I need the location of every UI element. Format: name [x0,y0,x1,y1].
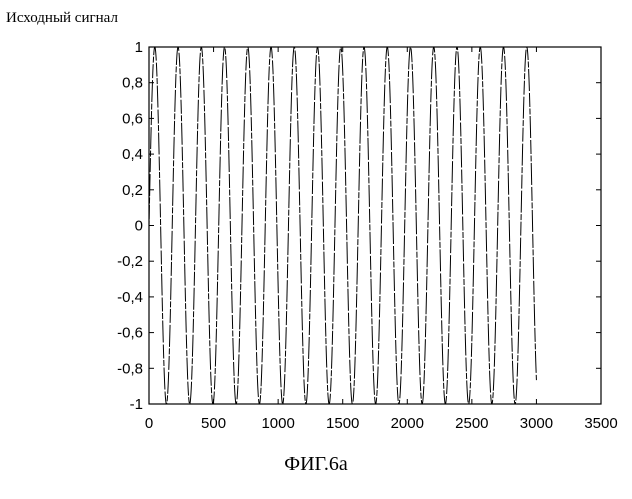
y-tick-label: 1 [135,39,143,56]
x-tick-label: 2500 [455,415,488,432]
y-tick-label: 0,2 [122,182,143,199]
x-tick-label: 3500 [584,415,617,432]
y-tick-label: -0,8 [117,360,143,377]
y-tick-label: -0,6 [117,325,143,342]
signal-line-0 [143,47,537,404]
figure-caption: ФИГ.6а [284,453,348,475]
x-tick-label: 3000 [520,415,553,432]
axes-frame [149,47,601,404]
x-tick-label: 1500 [326,415,359,432]
y-tick-label: -0,2 [117,253,143,270]
y-tick-label: 0,6 [122,110,143,127]
y-axis: 1 0,8 0,6 0,4 0,2 0 -0,2 -0,4 -0,6 -0,8 -1 [117,39,601,413]
y-tick-label: -1 [130,396,143,413]
y-tick-label: -0,4 [117,289,143,306]
x-tick-label: 2000 [391,415,424,432]
chart-title: Исходный сигнал [6,10,118,26]
x-tick-label: 0 [145,415,153,432]
x-tick-label: 1000 [261,415,294,432]
x-tick-label: 500 [201,415,226,432]
y-tick-label: 0 [135,218,143,235]
y-tick-label: 0,8 [122,75,143,92]
plot-area: 0 500 1000 1500 2000 2500 3000 3500 1 0,8 0,6 0,4 0… [117,39,618,432]
signal-series [143,47,537,404]
y-tick-label: 0,4 [122,146,143,163]
